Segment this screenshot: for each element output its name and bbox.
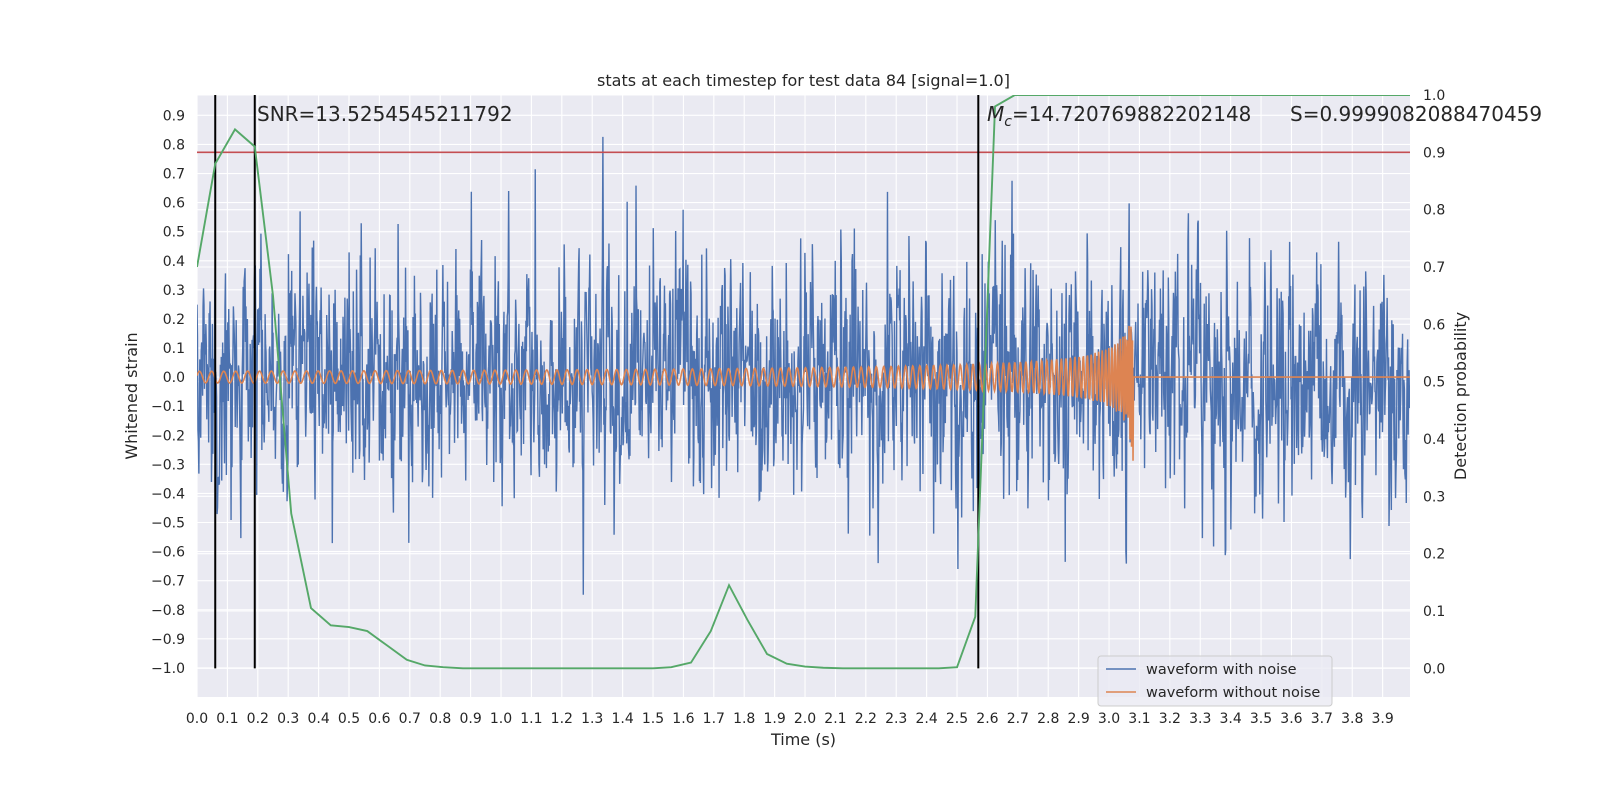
x-tick-label: 1.7 xyxy=(703,711,725,727)
x-tick-label: 0.0 xyxy=(186,711,208,727)
y-tick-label: −0.1 xyxy=(151,399,185,415)
y-right-tick-label: 0.4 xyxy=(1423,432,1445,448)
x-tick-label: 2.3 xyxy=(885,711,907,727)
y-right-tick-label: 0.0 xyxy=(1423,661,1445,677)
y-tick-label: 0.3 xyxy=(163,283,185,299)
chirp-line xyxy=(197,325,1410,461)
y-tick-label: 0.8 xyxy=(163,137,185,153)
y-right-axis-label: Detection probability xyxy=(1451,312,1470,480)
y-tick-label: −0.4 xyxy=(151,486,185,502)
y-right-tick-label: 0.2 xyxy=(1423,547,1445,563)
y-tick-label: 0.4 xyxy=(163,254,185,270)
y-right-tick-label: 0.5 xyxy=(1423,375,1445,391)
y-tick-label: −1.0 xyxy=(151,661,185,677)
y-tick-label: −0.6 xyxy=(151,545,185,561)
mc-symbol: M xyxy=(987,102,1004,126)
y-tick-label: 0.9 xyxy=(163,108,185,124)
y-tick-label: 0.6 xyxy=(163,196,185,212)
y-tick-label: −0.3 xyxy=(151,457,185,473)
noise-line xyxy=(197,136,1410,595)
x-tick-label: 0.5 xyxy=(338,711,360,727)
s-annotation: S=0.9999082088470459 xyxy=(1290,102,1542,126)
x-tick-label: 1.1 xyxy=(520,711,542,727)
x-tick-label: 0.4 xyxy=(307,711,329,727)
x-tick-label: 0.2 xyxy=(247,711,269,727)
series-detection-probability xyxy=(197,95,1410,670)
x-tick-label: 1.6 xyxy=(672,711,694,727)
x-tick-label: 1.4 xyxy=(611,711,633,727)
y-right-tick-label: 0.6 xyxy=(1423,317,1445,333)
x-tick-label: 0.8 xyxy=(429,711,451,727)
x-tick-label: 2.5 xyxy=(946,711,968,727)
y-axis-ticks: 0.9 0.8 0.7 0.6 0.5 0.4 0.3 0.2 0.1 0.0 −0.1 −0.2 −0… xyxy=(151,108,185,677)
mc-annotation: Mc=14.720769882202148 xyxy=(987,102,1251,130)
vertical-lines xyxy=(214,95,980,669)
x-tick-label: 2.8 xyxy=(1037,711,1059,727)
x-tick-label: 0.7 xyxy=(399,711,421,727)
y-right-tick-label: 0.8 xyxy=(1423,203,1445,219)
x-tick-label: 3.7 xyxy=(1311,711,1333,727)
x-tick-label: 3.6 xyxy=(1280,711,1302,727)
x-tick-label: 1.0 xyxy=(490,711,512,727)
y-right-tick-label: 1.0 xyxy=(1423,88,1445,104)
y-right-tick-label: 0.1 xyxy=(1423,604,1445,620)
y-tick-label: −0.2 xyxy=(151,428,185,444)
y-axis-label: Whitened strain xyxy=(122,332,141,459)
legend: waveform with noise waveform without noi… xyxy=(1097,655,1333,707)
x-tick-label: 2.0 xyxy=(794,711,816,727)
x-tick-label: 0.6 xyxy=(368,711,390,727)
chart-title: stats at each timestep for test data 84 … xyxy=(597,71,1010,90)
x-tick-label: 3.0 xyxy=(1098,711,1120,727)
x-tick-label: 0.9 xyxy=(459,711,481,727)
x-tick-label: 3.1 xyxy=(1128,711,1150,727)
legend-label-waveform-without-noise: waveform without noise xyxy=(1146,685,1320,701)
x-tick-label: 1.8 xyxy=(733,711,755,727)
x-tick-label: 3.2 xyxy=(1159,711,1181,727)
probability-line xyxy=(197,95,1410,670)
legend-box xyxy=(1097,655,1333,707)
snr-annotation: SNR=13.5254545211792 xyxy=(257,102,513,126)
x-tick-label: 3.5 xyxy=(1250,711,1272,727)
y-tick-label: −0.7 xyxy=(151,574,185,590)
x-tick-label: 3.8 xyxy=(1341,711,1363,727)
x-tick-label: 1.3 xyxy=(581,711,603,727)
y-right-tick-label: 0.9 xyxy=(1423,145,1445,161)
y-tick-label: 0.2 xyxy=(163,312,185,328)
y-right-tick-label: 0.7 xyxy=(1423,260,1445,276)
x-tick-label: 1.9 xyxy=(763,711,785,727)
y-right-tick-label: 0.3 xyxy=(1423,489,1445,505)
x-axis-label: Time (s) xyxy=(770,730,836,749)
x-tick-label: 2.1 xyxy=(824,711,846,727)
x-axis-ticks: 0.0 0.1 0.2 0.3 0.4 0.5 0.6 0.7 0.8 0.9 1.0 1.1 1.2 1… xyxy=(186,711,1394,727)
legend-label-waveform-with-noise: waveform with noise xyxy=(1146,662,1297,678)
y-tick-label: 0.0 xyxy=(163,370,185,386)
series-waveform-with-noise xyxy=(197,136,1410,595)
y-right-axis-ticks: 1.0 0.9 0.8 0.7 0.6 0.5 0.4 0.3 0.2 0.1 0.0 xyxy=(1423,88,1445,677)
x-tick-label: 2.7 xyxy=(1007,711,1029,727)
x-tick-label: 0.1 xyxy=(216,711,238,727)
x-tick-label: 2.2 xyxy=(855,711,877,727)
y-tick-label: −0.9 xyxy=(151,632,185,648)
y-tick-label: 0.5 xyxy=(163,225,185,241)
x-tick-label: 1.2 xyxy=(551,711,573,727)
x-tick-label: 2.9 xyxy=(1067,711,1089,727)
x-tick-label: 3.9 xyxy=(1372,711,1394,727)
y-tick-label: −0.8 xyxy=(151,603,185,619)
y-tick-label: 0.7 xyxy=(163,167,185,183)
mc-value: =14.720769882202148 xyxy=(1012,102,1251,126)
x-tick-label: 3.3 xyxy=(1189,711,1211,727)
y-tick-label: 0.1 xyxy=(163,341,185,357)
x-tick-label: 0.3 xyxy=(277,711,299,727)
x-tick-label: 2.4 xyxy=(915,711,937,727)
x-tick-label: 2.6 xyxy=(976,711,998,727)
mc-subscript: c xyxy=(1004,114,1012,130)
x-tick-label: 1.5 xyxy=(642,711,664,727)
series-waveform-without-noise xyxy=(197,325,1410,461)
x-tick-label: 3.4 xyxy=(1220,711,1242,727)
y-tick-label: −0.5 xyxy=(151,516,185,532)
